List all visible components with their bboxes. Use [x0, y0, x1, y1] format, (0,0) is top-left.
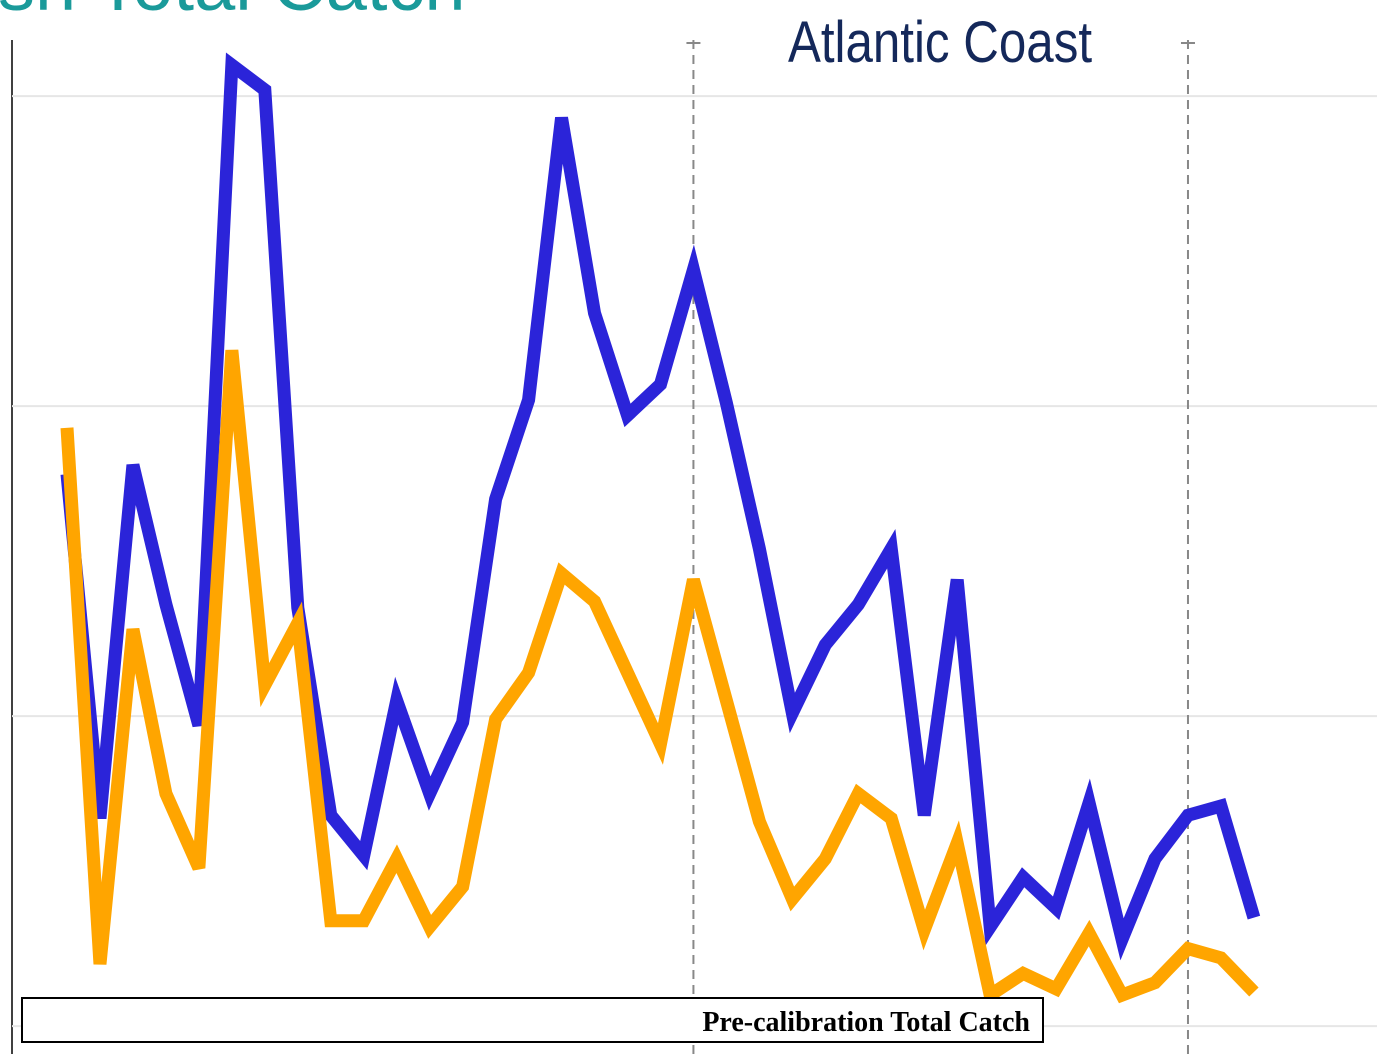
- chart-title: sh Total Catch: [0, 0, 466, 26]
- legend-box: [21, 997, 1044, 1043]
- series-line: [60, 349, 1259, 1006]
- legend-label: Pre-calibration Total Catch: [702, 1007, 1030, 1038]
- chart-subtitle: Atlantic Coast: [788, 10, 1092, 75]
- series-line: [60, 52, 1261, 961]
